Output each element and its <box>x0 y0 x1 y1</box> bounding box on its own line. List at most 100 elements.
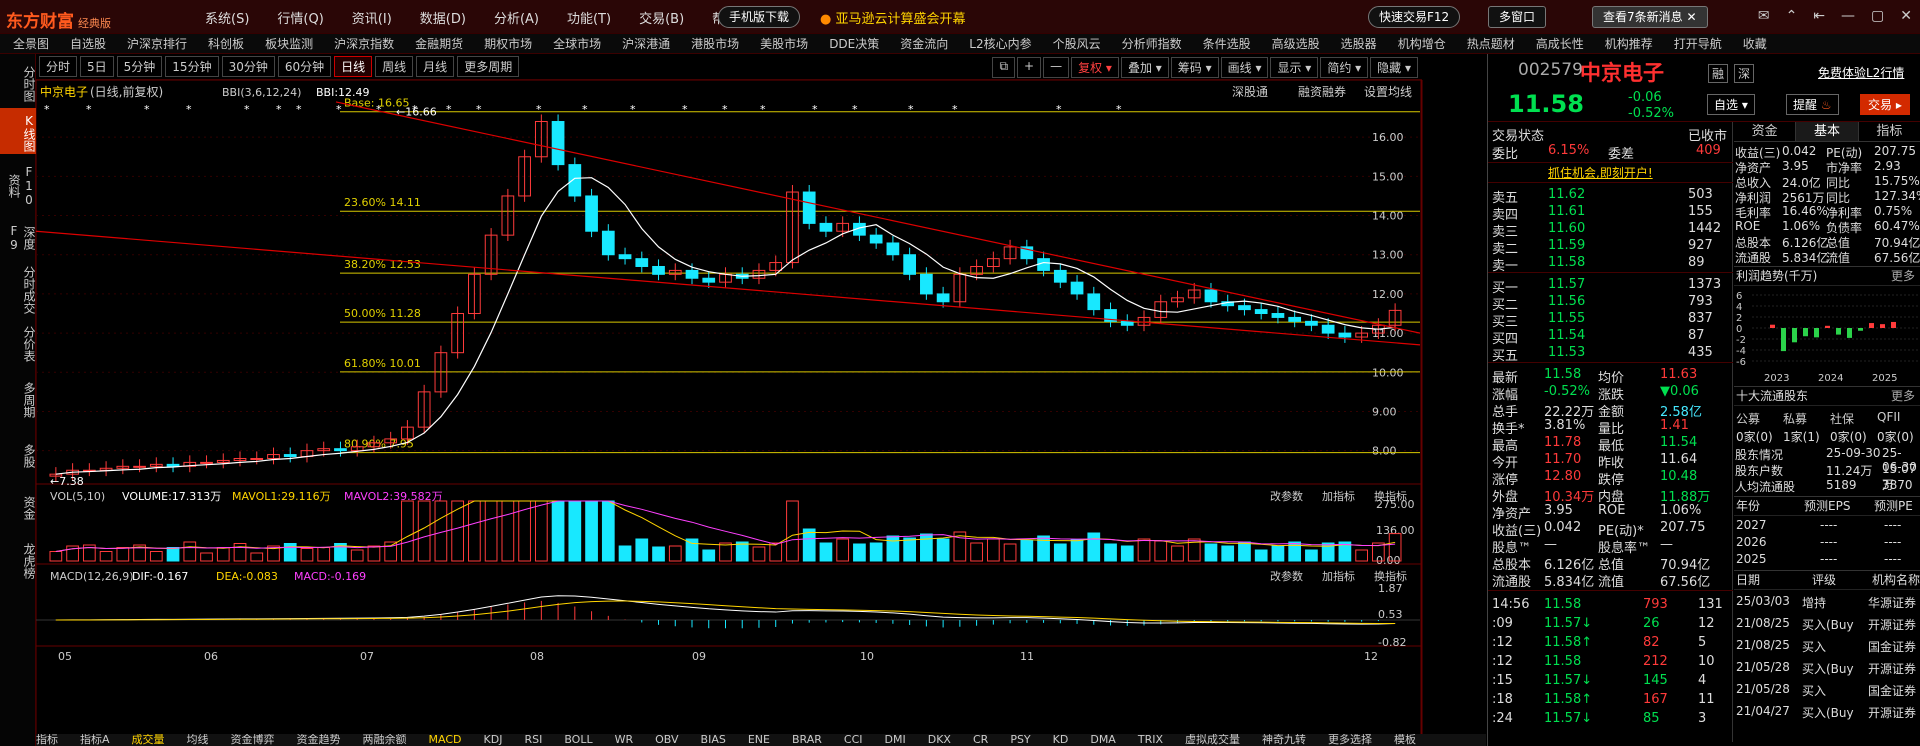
indicator-tab[interactable]: WR <box>614 734 634 746</box>
kline-chart[interactable]: 中京电子 (日线,前复权) BBI(3,6,12,24) BBI:12.49 深股通 融资… <box>36 80 1486 746</box>
nav-item[interactable]: DDE决策 <box>829 37 880 51</box>
more-link[interactable]: 更多 <box>1890 269 1915 283</box>
indicator-tab[interactable]: DMA <box>1090 734 1116 746</box>
menu-item[interactable]: 数据(D) <box>419 11 466 27</box>
indicator-tab[interactable]: DMI <box>884 734 906 746</box>
left-tab[interactable]: 多股 <box>22 443 36 468</box>
indicator-tab[interactable]: 更多选择 <box>1328 734 1372 746</box>
indicator-tab[interactable]: ENE <box>747 734 770 746</box>
indicator-tab[interactable]: 两融余额 <box>362 734 407 746</box>
indicator-tab[interactable]: 神奇九转 <box>1262 734 1306 746</box>
indicator-tab[interactable]: 模板 <box>1394 734 1416 746</box>
period-button[interactable]: 5日 <box>80 56 114 77</box>
chart-tool-icon[interactable]: + <box>1017 57 1042 78</box>
left-tab[interactable]: 龙虎榜 <box>22 542 36 579</box>
menu-item[interactable]: 交易(B) <box>639 11 685 27</box>
chart-tool-button[interactable]: 画线 ▾ <box>1220 57 1269 78</box>
nav-item[interactable]: 沪深京指数 <box>334 37 395 51</box>
collapse-icon[interactable]: ⌃ <box>1785 8 1798 24</box>
nav-item[interactable]: 资金流向 <box>900 37 949 51</box>
nav-item[interactable]: 收藏 <box>1742 37 1767 51</box>
menu-item[interactable]: 功能(T) <box>566 11 612 27</box>
nav-item[interactable]: 金融期货 <box>415 37 464 51</box>
nav-item[interactable]: 科创板 <box>208 37 245 51</box>
trade-button[interactable]: 交易 ▸ <box>1860 94 1910 115</box>
nav-item[interactable]: 高级选股 <box>1271 37 1320 51</box>
chart-tool-icon[interactable]: — <box>1043 57 1070 78</box>
mobile-download-button[interactable]: 手机版下载 <box>718 6 801 28</box>
messages-button[interactable]: 查看7条新消息 ✕ <box>1592 6 1708 28</box>
indicator-tab[interactable]: BOLL <box>564 734 593 746</box>
indicator-tab[interactable]: 虚拟成交量 <box>1185 734 1240 746</box>
nav-item[interactable]: 机构增仓 <box>1397 37 1446 51</box>
minimize-icon[interactable]: — <box>1841 8 1856 24</box>
close-icon[interactable]: ✕ <box>1900 8 1912 24</box>
alert-button[interactable]: 提醒 ♨ <box>1786 94 1839 115</box>
ad-banner[interactable]: ● 亚马逊云计算盛会开幕 <box>820 12 966 27</box>
nav-item[interactable]: 自选股 <box>70 37 107 51</box>
nav-item[interactable]: 美股市场 <box>760 37 809 51</box>
indicator-tab[interactable]: 资金博弈 <box>230 734 275 746</box>
multi-window-button[interactable]: 多窗口 <box>1488 6 1547 28</box>
indicator-tab[interactable]: 均线 <box>186 734 209 746</box>
menu-item[interactable]: 资讯(I) <box>351 11 392 27</box>
period-button[interactable]: 更多周期 <box>457 56 520 77</box>
left-tab[interactable]: 资金 <box>22 495 36 520</box>
open-account-link[interactable]: 抓住机会,即刻开户! <box>1548 166 1653 180</box>
menu-item[interactable]: 行情(Q) <box>277 11 324 27</box>
menu-item[interactable]: 分析(A) <box>493 11 539 27</box>
nav-item[interactable]: 热点题材 <box>1466 37 1515 51</box>
period-button[interactable]: 月线 <box>416 56 455 77</box>
period-button[interactable]: 周线 <box>375 56 414 77</box>
exchange-tag[interactable]: 深 <box>1734 64 1755 83</box>
chart-tool-icon[interactable]: ⧉ <box>992 57 1016 78</box>
pin-icon[interactable]: ⇤ <box>1813 8 1826 24</box>
chart-area[interactable]: 分时 5日 5分钟 15分钟 30分钟 60分钟 日线 周线 月线 更多周期 ⧉ + — 复权 ▾ 叠加 … <box>36 54 1423 746</box>
f10-tab[interactable]: 指标 <box>1859 122 1920 141</box>
indicator-tab[interactable]: RSI <box>524 734 543 746</box>
period-button[interactable]: 15分钟 <box>165 56 219 77</box>
chart-tool-button[interactable]: 叠加 ▾ <box>1120 57 1169 78</box>
indicator-tab[interactable]: MACD <box>428 734 462 746</box>
nav-item[interactable]: 沪深京排行 <box>127 37 188 51</box>
nav-item[interactable]: 板块监测 <box>265 37 314 51</box>
nav-item[interactable]: 个股风云 <box>1052 37 1101 51</box>
nav-item[interactable]: 机构推荐 <box>1604 37 1653 51</box>
left-tab[interactable]: 分时图 <box>22 65 36 102</box>
left-tab[interactable]: 分时成交 <box>22 265 36 314</box>
chart-tool-button[interactable]: 显示 ▾ <box>1270 57 1319 78</box>
margin-tag[interactable]: 融 <box>1708 64 1729 83</box>
left-tab[interactable]: F10资料 <box>7 164 36 207</box>
watchlist-button[interactable]: 自选 ▾ <box>1707 94 1755 115</box>
chart-tool-button[interactable]: 筹码 ▾ <box>1170 57 1219 78</box>
nav-item[interactable]: L2核心内参 <box>969 37 1032 51</box>
nav-item[interactable]: 分析师指数 <box>1121 37 1182 51</box>
left-tab[interactable]: K线图 <box>0 108 36 154</box>
indicator-tab[interactable]: 成交量 <box>131 734 165 746</box>
f10-tab[interactable]: 基本 <box>1796 122 1859 141</box>
period-button[interactable]: 日线 <box>334 56 373 77</box>
left-tab[interactable]: 分价表 <box>22 325 36 362</box>
nav-item[interactable]: 港股市场 <box>691 37 740 51</box>
nav-item[interactable]: 全景图 <box>13 37 50 51</box>
left-tab[interactable]: 多周期 <box>22 381 36 418</box>
period-button[interactable]: 5分钟 <box>116 56 163 77</box>
indicator-tab[interactable]: PSY <box>1010 734 1031 746</box>
indicator-tab[interactable]: KDJ <box>483 734 503 746</box>
left-tab[interactable]: 深度F9 <box>7 223 36 252</box>
more-link[interactable]: 更多 <box>1890 389 1915 403</box>
period-button[interactable]: 30分钟 <box>221 56 275 77</box>
indicator-tab[interactable]: BIAS <box>700 734 726 746</box>
menu-item[interactable]: 系统(S) <box>205 11 250 27</box>
nav-item[interactable]: 打开导航 <box>1673 37 1722 51</box>
nav-item[interactable]: 条件选股 <box>1202 37 1251 51</box>
period-button[interactable]: 分时 <box>39 56 78 77</box>
indicator-tab[interactable]: 指标 <box>36 734 58 746</box>
nav-item[interactable]: 高成长性 <box>1535 37 1584 51</box>
chart-tool-button[interactable]: 复权 ▾ <box>1071 57 1119 78</box>
l2-trial-link[interactable]: 免费体验L2行情 <box>1818 66 1905 80</box>
nav-item[interactable]: 沪深港通 <box>622 37 671 51</box>
quick-trade-button[interactable]: 快速交易F12 <box>1368 6 1461 28</box>
f10-tab[interactable]: 资金 <box>1734 122 1797 141</box>
maximize-icon[interactable]: ▢ <box>1871 8 1885 24</box>
